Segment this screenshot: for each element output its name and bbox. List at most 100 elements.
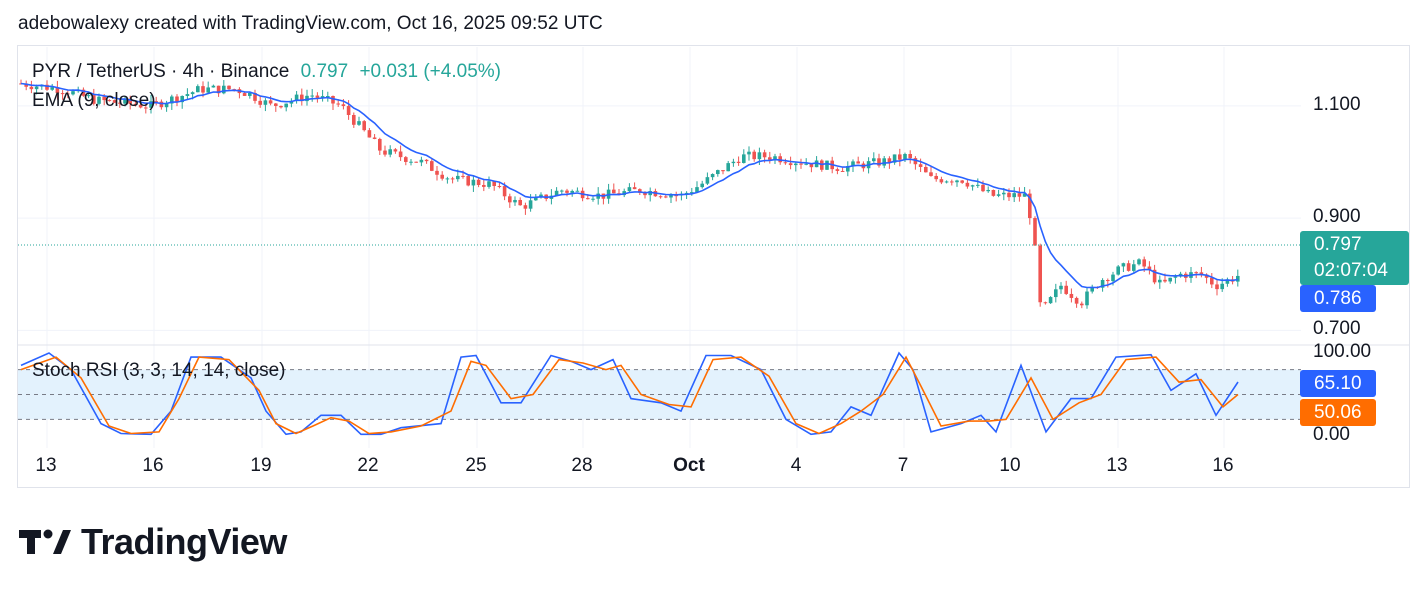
candle-body: [513, 199, 517, 203]
candle-body: [586, 198, 590, 200]
candle-body: [144, 107, 148, 109]
tradingview-brand[interactable]: TradingView: [19, 520, 287, 564]
candle-body: [700, 183, 704, 188]
candle-body: [404, 157, 408, 162]
candle-body: [684, 192, 689, 194]
candle-body: [1064, 285, 1068, 294]
candle-body: [664, 196, 668, 198]
candle-body: [383, 150, 387, 155]
candle-body: [398, 151, 403, 158]
candle-body: [1137, 259, 1141, 265]
candle-body: [1033, 218, 1037, 246]
candle-body: [1132, 264, 1136, 271]
x-tick-label: 4: [790, 455, 802, 476]
candle-body: [294, 94, 299, 101]
tradingview-logo-icon: [19, 529, 71, 554]
candle-body: [1007, 192, 1011, 198]
candle-body: [929, 172, 933, 176]
candle-body: [632, 187, 637, 190]
candle-body: [1080, 303, 1084, 306]
candle-body: [362, 121, 366, 131]
candle-body: [508, 196, 512, 203]
candle-body: [123, 98, 127, 104]
candle-body: [856, 161, 860, 164]
candle-body: [554, 190, 559, 196]
candle-body: [1142, 259, 1146, 267]
candle-body: [1048, 297, 1053, 304]
candle-body: [409, 161, 413, 163]
candle-body: [1116, 266, 1120, 275]
chart-caption: adebowalexy created with TradingView.com…: [18, 13, 603, 34]
candle-body: [742, 154, 746, 163]
candle-body: [133, 103, 138, 105]
x-tick-label: 19: [250, 455, 272, 476]
candle-body: [55, 87, 60, 94]
candle-body: [560, 190, 564, 192]
candle-body: [918, 164, 923, 167]
stoch-k-line: [20, 351, 1239, 436]
candle-body: [955, 180, 959, 183]
candle-body: [248, 92, 252, 96]
candle-body: [1100, 280, 1105, 288]
candle-body: [799, 163, 803, 165]
chart-frame[interactable]: [17, 45, 1410, 488]
candle-body: [1147, 266, 1152, 270]
stoch-k-tag: 65.10: [1300, 370, 1376, 397]
candle-body: [1074, 297, 1079, 304]
candle-body: [1069, 293, 1074, 298]
candle-body: [752, 151, 756, 160]
candle-body: [794, 163, 798, 166]
candle-body: [118, 102, 122, 104]
candle-body: [690, 192, 694, 194]
candle-body: [414, 161, 418, 163]
candle-body: [352, 114, 356, 125]
ema-line-group: [20, 82, 1238, 289]
candle-body: [1054, 289, 1058, 298]
candle-body: [565, 190, 569, 193]
candle-body: [274, 103, 278, 106]
candle-body: [1022, 193, 1027, 197]
candle-body: [1158, 279, 1162, 283]
candle-body: [341, 104, 346, 107]
candle-body: [456, 175, 460, 180]
stoch-d-line: [20, 355, 1239, 435]
candle-body: [1215, 284, 1219, 290]
x-tick-label: 16: [1212, 455, 1234, 476]
chart-canvas[interactable]: [18, 46, 1409, 487]
candle-body: [466, 176, 470, 186]
candle-body: [934, 175, 938, 180]
candle-body: [1204, 274, 1209, 278]
candle-body: [612, 189, 616, 194]
candle-body: [731, 161, 736, 164]
candle-body: [908, 154, 912, 159]
candle-body: [762, 152, 767, 158]
candle-body: [227, 85, 231, 90]
candle-body: [518, 199, 522, 206]
candle-body: [1028, 193, 1032, 219]
candle-body: [882, 158, 886, 166]
candle-body: [924, 166, 928, 173]
stoch-rsi-legend[interactable]: Stoch RSI (3, 3, 14, 14, close): [32, 360, 286, 381]
candle-body: [1085, 291, 1089, 306]
stoch-tick-label: 0.00: [1313, 424, 1350, 445]
candle-body: [887, 158, 892, 163]
candle-body: [1168, 277, 1172, 282]
candle-body: [851, 161, 855, 167]
candle-body: [279, 105, 283, 108]
last-price-tag-value: 0.797: [1314, 234, 1362, 255]
candle-body: [502, 186, 507, 197]
candle-body: [29, 86, 34, 90]
candle-body: [939, 179, 944, 183]
candle-body: [539, 194, 543, 198]
candle-body: [1043, 302, 1048, 304]
candle-body: [185, 94, 190, 96]
ema-legend[interactable]: EMA (9, close): [32, 90, 156, 111]
candle-body: [440, 174, 444, 179]
stoch-rsi-lines: [20, 351, 1239, 436]
candle-body: [196, 86, 200, 93]
symbol-legend[interactable]: PYR / TetherUS · 4h · Binance 0.797 +0.0…: [32, 61, 501, 83]
candle-body: [872, 158, 876, 162]
candle-body: [825, 160, 829, 170]
candle-body: [175, 96, 179, 103]
candle-body: [981, 184, 985, 192]
